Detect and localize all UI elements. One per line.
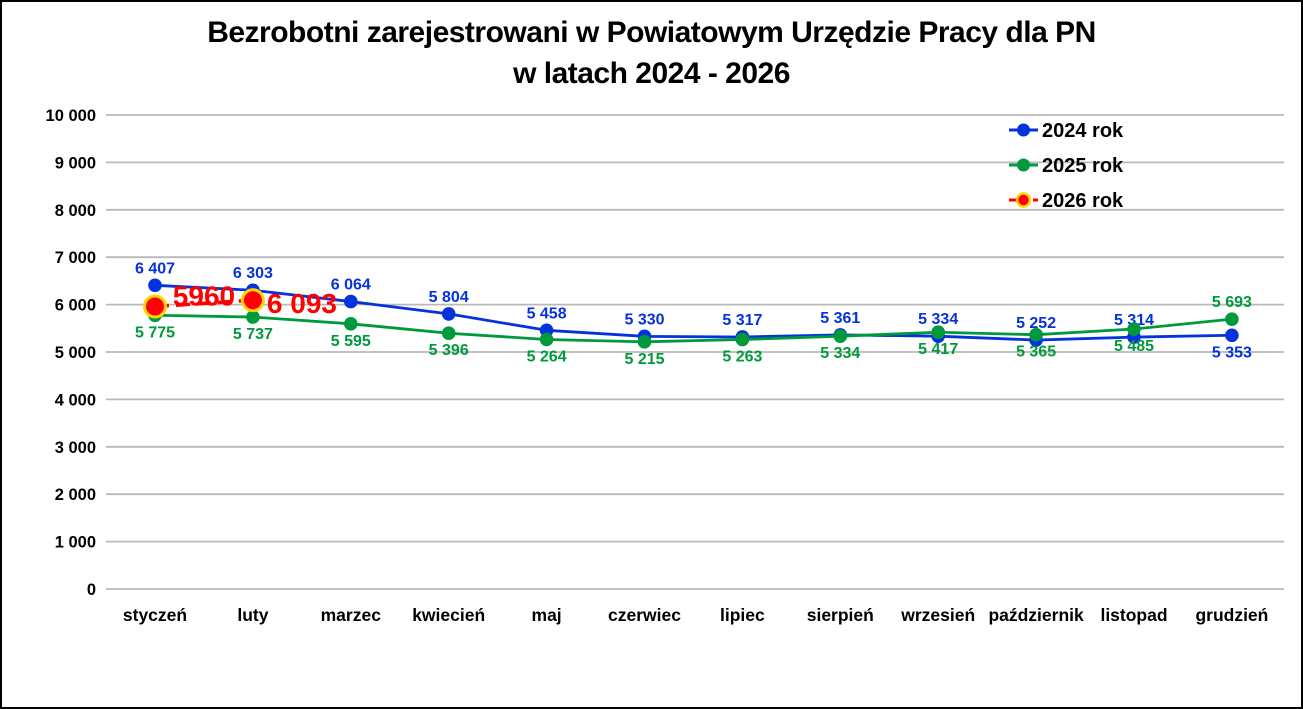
y-axis-tick-label: 7 000 [55,249,96,267]
data-point-2025 [735,332,750,347]
data-point-2025 [833,329,848,343]
data-label-2024: 5 804 [429,289,469,306]
data-label-2025: 5 334 [820,345,860,362]
x-axis-month-label: maj [532,605,562,625]
data-label-2025: 5 693 [1212,294,1252,311]
y-axis-tick-label: 0 [87,581,96,599]
x-axis-month-label: grudzień [1195,605,1268,625]
data-label-2024: 5 252 [1016,315,1056,332]
data-label-2025: 5 264 [527,348,567,365]
data-label-2025: 5 417 [918,341,958,358]
x-axis-month-label: wrzesień [900,605,975,625]
legend-label: 2024 rok [1042,120,1124,142]
y-axis-tick-label: 3 000 [55,439,96,457]
data-point-2024 [441,307,456,321]
data-label-2024: 5 314 [1114,312,1154,329]
chart-title-line1: Bezrobotni zarejestrowani w Powiatowym U… [207,16,1096,49]
y-axis-tick-label: 10 000 [46,107,96,125]
x-axis-month-label: listopad [1100,605,1167,625]
series-line-2025-rok [154,313,1233,344]
series-line-2026 [154,298,254,309]
data-label-2025: 5 775 [135,324,175,341]
data-label-2024: 5 361 [820,310,860,327]
x-axis-month-label: czerwiec [608,605,681,625]
series-line-2024-rok [154,283,1232,342]
y-axis-tick-label: 4 000 [55,391,96,409]
data-point-2024 [148,278,162,293]
data-label-2024: 5 334 [918,311,958,328]
y-axis-tick-label: 9 000 [55,154,96,172]
x-axis-month-label: styczeń [123,605,187,625]
x-axis-month-label: październik [988,605,1084,625]
data-label-2024: 5 330 [624,311,664,328]
data-point-2026 [143,294,167,319]
legend-label: 2025 rok [1042,155,1124,177]
data-label-2025: 5 396 [429,342,469,359]
data-point-2025 [246,310,260,324]
data-label-2024: 5 353 [1212,344,1252,361]
data-point-2025 [344,316,358,331]
data-label-2025: 5 263 [722,349,762,366]
data-label-2025: 5 485 [1114,338,1154,355]
data-point-2024 [344,294,358,309]
legend-marker [1017,123,1030,137]
y-axis-tick-label: 5 000 [55,344,96,362]
x-axis-month-label: luty [237,605,268,625]
x-axis-month-label: lipiec [720,605,765,625]
data-point-2025 [539,332,554,347]
data-label-2024: 5 317 [722,312,762,329]
data-point-2025 [1225,312,1239,326]
data-label-2025: 5 737 [233,326,273,343]
y-axis-tick-label: 1 000 [55,534,96,552]
data-point-2025 [637,335,652,349]
data-label-2024: 6 407 [135,260,175,277]
x-axis-month-label: marzec [321,605,382,625]
data-point-2025 [931,325,945,340]
data-label-2024: 6 303 [233,265,273,282]
data-label-2025: 5 215 [624,351,664,368]
data-label-2026: 5960 [173,280,235,311]
y-axis-tick-label: 8 000 [55,202,96,220]
data-label-2024: 5 458 [527,305,567,322]
chart-title: Bezrobotni zarejestrowani w Powiatowym U… [2,12,1301,94]
data-point-2025 [1029,327,1043,342]
legend-marker [1015,192,1032,208]
data-label-2025: 5 595 [331,333,371,350]
y-axis-tick-label: 2 000 [55,486,96,504]
x-axis-month-label: kwiecień [412,605,485,625]
data-point-2025 [1127,322,1141,336]
chart-title-line2: w latach 2024 - 2026 [513,57,790,90]
legend-label: 2026 rok [1042,190,1124,212]
data-label-2026: 6 093 [267,288,337,319]
y-axis-tick-label: 6 000 [55,297,96,315]
data-point-2025 [441,326,456,341]
data-label-2025: 5 365 [1016,344,1056,361]
data-point-2026 [240,288,265,313]
data-point-2024 [1225,328,1239,343]
data-label-2024: 6 064 [331,277,371,294]
legend-marker [1017,158,1030,172]
x-axis-month-label: sierpień [807,605,874,625]
